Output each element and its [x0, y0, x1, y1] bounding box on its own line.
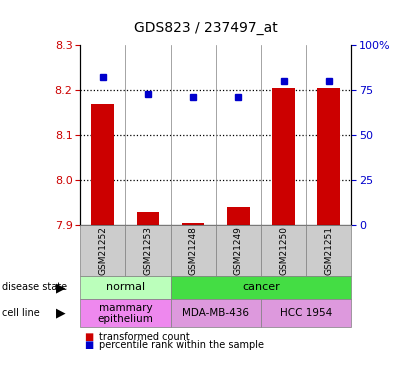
Text: cancer: cancer: [242, 282, 280, 292]
Bar: [227, 207, 249, 225]
Text: percentile rank within the sample: percentile rank within the sample: [99, 340, 263, 350]
Text: GSM21252: GSM21252: [98, 226, 107, 275]
Text: ■: ■: [84, 332, 94, 342]
Text: GSM21249: GSM21249: [234, 226, 243, 275]
Bar: [272, 88, 295, 225]
Text: HCC 1954: HCC 1954: [280, 308, 332, 318]
Text: GDS823 / 237497_at: GDS823 / 237497_at: [134, 21, 277, 34]
Text: GSM21253: GSM21253: [143, 226, 152, 275]
Text: transformed count: transformed count: [99, 332, 189, 342]
Text: MDA-MB-436: MDA-MB-436: [182, 308, 249, 318]
Text: normal: normal: [106, 282, 145, 292]
Bar: [136, 211, 159, 225]
Text: cell line: cell line: [2, 308, 40, 318]
Text: GSM21248: GSM21248: [189, 226, 198, 275]
Text: mammary
epithelium: mammary epithelium: [97, 303, 153, 324]
Text: disease state: disease state: [2, 282, 67, 292]
Text: GSM21251: GSM21251: [324, 226, 333, 275]
Bar: [317, 88, 340, 225]
Text: ▶: ▶: [56, 307, 66, 320]
Text: ▶: ▶: [56, 281, 66, 294]
Text: ■: ■: [84, 340, 94, 350]
Bar: [182, 223, 204, 225]
Text: GSM21250: GSM21250: [279, 226, 288, 275]
Bar: [91, 104, 114, 225]
